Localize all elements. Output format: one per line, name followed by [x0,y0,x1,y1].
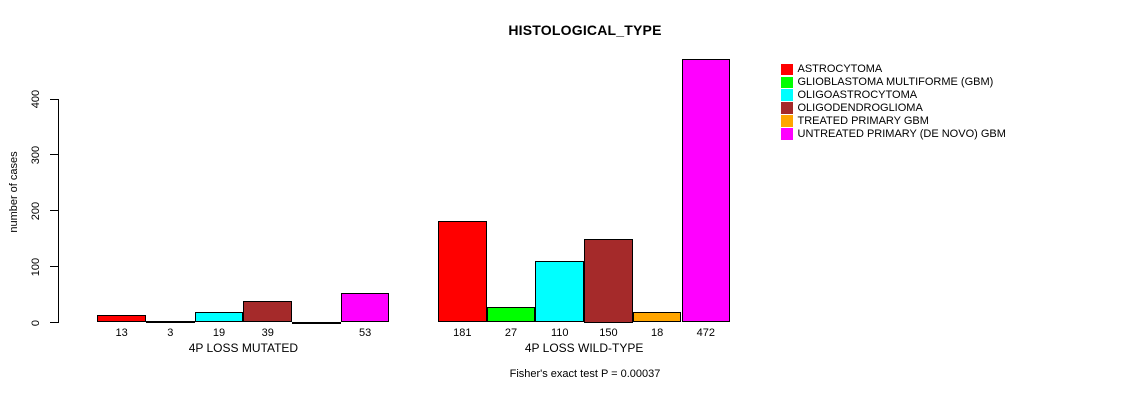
bar-glioblastoma-multiforme-gbm [486,307,536,323]
y-axis-tick-label: 100 [30,257,42,276]
legend-label: OLIGOASTROCYTOMA [797,89,918,102]
bar-value-label: 27 [504,327,518,339]
legend-row: OLIGODENDROGLIOMA [781,102,1006,115]
legend-label: TREATED PRIMARY GBM [797,115,929,127]
bar-astrocytoma [97,315,146,323]
legend-row: ASTROCYTOMA [781,63,1006,76]
legend-swatch [781,102,793,114]
bar-untreated-primary-de-novo-gbm [681,58,731,323]
y-axis-title: number of cases [8,151,20,233]
bar-value-label: 110 [550,327,569,339]
bar-value-label: 13 [115,327,128,339]
bar-oligodendroglioma [584,238,633,323]
legend-label: GLIOBLASTOMA MULTIFORME (GBM) [797,76,994,89]
y-axis-tick [50,210,58,212]
legend-label: UNTREATED PRIMARY (DE NOVO) GBM [797,127,1006,140]
bar-value-label: 19 [212,327,226,339]
group-label-wild-type: 4P LOSS WILD-TYPE [524,341,644,355]
bar-glioblastoma-multiforme-gbm [146,320,195,323]
bar-value-label: 181 [453,327,472,339]
group-label-mutated: 4P LOSS MUTATED [188,341,299,355]
legend-row: OLIGOASTROCYTOMA [781,89,1006,102]
bar-oligoastrocytoma [194,311,244,323]
y-axis-tick [50,154,58,156]
legend-swatch [781,63,793,76]
chart-title: HISTOLOGICAL_TYPE [508,22,662,38]
bar-value-label: 150 [599,327,618,339]
bar-treated-primary-gbm [292,321,341,324]
bar-oligodendroglioma [243,300,293,323]
legend-swatch [781,89,793,101]
y-axis-tick-label: 300 [30,145,42,165]
y-axis-tick [50,322,58,323]
bar-value-label: 53 [359,327,372,339]
legend-swatch [781,128,793,140]
legend-label: OLIGODENDROGLIOMA [797,102,923,115]
legend-row: GLIOBLASTOMA MULTIFORME (GBM) [781,76,1006,89]
y-axis-tick-label: 400 [30,89,42,109]
legend: ASTROCYTOMA GLIOBLASTOMA MULTIFORME (GBM)… [781,63,1006,140]
legend-row: UNTREATED PRIMARY (DE NOVO) GBM [781,127,1006,140]
legend-swatch [781,115,793,127]
bar-value-label: 3 [167,327,174,339]
y-axis-tick [50,98,58,100]
y-axis-line [58,99,59,323]
bar-treated-primary-gbm [632,312,682,323]
y-axis-tick-label: 0 [30,319,42,326]
bar-value-label: 18 [651,327,664,339]
bar-astrocytoma [438,221,487,323]
bar-value-label: 39 [261,327,274,339]
legend-swatch [781,76,793,89]
bar-untreated-primary-de-novo-gbm [340,292,390,323]
bar-oligoastrocytoma [535,261,585,323]
fisher-test-annotation: Fisher's exact test P = 0.00037 [509,368,661,380]
y-axis-tick [50,266,58,268]
bar-value-label: 472 [696,327,716,339]
legend-label: ASTROCYTOMA [797,63,883,76]
legend-row: TREATED PRIMARY GBM [781,115,1006,128]
y-axis-tick-label: 200 [30,201,42,220]
